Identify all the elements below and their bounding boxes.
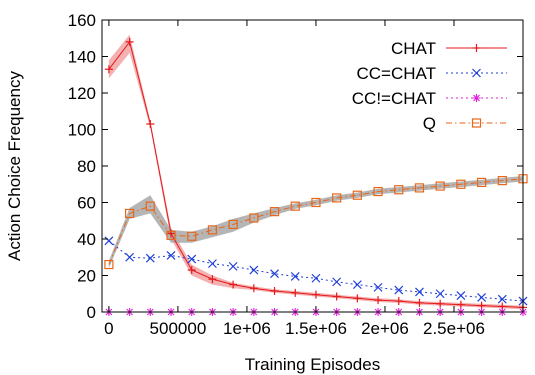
legend-marker-q bbox=[471, 118, 482, 128]
point-cc-chat bbox=[373, 282, 383, 292]
point-q bbox=[332, 193, 342, 203]
x-tick-label: 1.5e+06 bbox=[285, 319, 347, 338]
y-tick-label: 120 bbox=[68, 84, 96, 103]
point-q bbox=[207, 225, 218, 235]
series-line-cc-chat bbox=[108, 240, 524, 302]
point-cc-chat bbox=[228, 261, 238, 271]
series-line-q bbox=[108, 178, 524, 265]
point-cc-chat bbox=[311, 273, 321, 283]
point-cc-chat bbox=[104, 236, 114, 246]
y-tick-label: 80 bbox=[77, 157, 96, 176]
point-q bbox=[311, 197, 321, 208]
point-chat bbox=[208, 275, 217, 284]
y-tick-label: 0 bbox=[87, 303, 96, 322]
point-cc-chat bbox=[249, 265, 259, 275]
point-chat bbox=[125, 37, 134, 46]
point-q bbox=[145, 201, 155, 211]
point-cc-chat bbox=[352, 280, 362, 290]
legend-marker-cc-chat bbox=[472, 94, 481, 102]
point-cc-chat bbox=[270, 269, 279, 279]
y-tick-label: 100 bbox=[68, 121, 96, 140]
point-chat bbox=[415, 298, 424, 307]
point-q bbox=[290, 201, 300, 211]
legend-label-cc-chat: CC!=CHAT bbox=[352, 89, 436, 108]
point-cc-chat bbox=[290, 271, 300, 281]
point-cc-chat bbox=[394, 285, 404, 295]
legend-marker-chat bbox=[472, 44, 481, 52]
point-chat bbox=[187, 266, 196, 275]
point-cc-chat bbox=[415, 287, 424, 297]
axis-tick-labels: 0 20 40 60 80 100 120 140 160 0 500000 1e+06 1.5e+06… bbox=[68, 11, 485, 338]
point-chat bbox=[374, 296, 383, 305]
point-cc-chat bbox=[435, 289, 445, 299]
x-tick-label: 1e+06 bbox=[223, 319, 271, 338]
point-chat bbox=[270, 287, 279, 296]
legend-marker-cc-chat bbox=[472, 68, 481, 78]
point-cc-chat bbox=[125, 252, 135, 262]
point-q bbox=[352, 190, 362, 200]
legend-label-cc-chat: CC=CHAT bbox=[357, 64, 437, 83]
point-cc-chat bbox=[187, 254, 197, 264]
point-q bbox=[476, 177, 487, 188]
point-chat bbox=[456, 300, 465, 309]
x-tick-label: 2.5e+06 bbox=[423, 319, 485, 338]
point-chat bbox=[104, 65, 113, 74]
point-chat bbox=[394, 297, 403, 306]
point-cc-chat bbox=[166, 251, 176, 260]
y-tick-label: 40 bbox=[77, 230, 96, 249]
x-tick-label: 2e+06 bbox=[361, 319, 409, 338]
point-q bbox=[414, 183, 425, 193]
point-q bbox=[435, 181, 445, 191]
point-q bbox=[125, 208, 135, 219]
point-q bbox=[269, 207, 280, 217]
y-tick-label: 60 bbox=[77, 194, 96, 213]
point-chat bbox=[311, 290, 320, 299]
point-cc-chat bbox=[208, 259, 217, 269]
y-tick-label: 140 bbox=[68, 48, 96, 67]
point-q bbox=[249, 213, 259, 223]
point-chat bbox=[332, 292, 341, 301]
point-q bbox=[228, 219, 238, 229]
axis-ticks bbox=[102, 19, 523, 313]
point-chat bbox=[291, 288, 300, 297]
point-chat bbox=[436, 299, 445, 308]
point-q bbox=[394, 185, 404, 195]
point-chat bbox=[353, 294, 362, 303]
legend-label-q: Q bbox=[423, 114, 436, 133]
legend-label-chat: CHAT bbox=[391, 39, 436, 58]
y-axis-label: Action Choice Frequency bbox=[5, 71, 24, 261]
point-q bbox=[166, 230, 176, 240]
point-cc-chat bbox=[456, 291, 466, 300]
point-chat bbox=[249, 284, 258, 293]
point-chat bbox=[229, 280, 238, 289]
point-q bbox=[187, 231, 197, 241]
x-tick-label: 500000 bbox=[150, 319, 207, 338]
point-q bbox=[104, 259, 114, 270]
y-tick-label: 160 bbox=[68, 11, 96, 30]
point-q bbox=[456, 179, 466, 189]
point-chat bbox=[146, 120, 155, 129]
point-cc-chat bbox=[477, 292, 487, 302]
point-q bbox=[373, 186, 383, 197]
y-tick-label: 20 bbox=[77, 267, 96, 286]
point-cc-chat bbox=[332, 277, 342, 287]
point-q bbox=[497, 176, 507, 186]
x-tick-label: 0 bbox=[104, 319, 113, 338]
series-markers bbox=[104, 37, 528, 316]
x-axis-label: Training Episodes bbox=[245, 355, 380, 374]
legend: CHAT CC=CHAT CC!=CHAT Q bbox=[352, 39, 507, 133]
point-cc-chat bbox=[497, 294, 507, 304]
point-cc-chat bbox=[145, 253, 155, 263]
